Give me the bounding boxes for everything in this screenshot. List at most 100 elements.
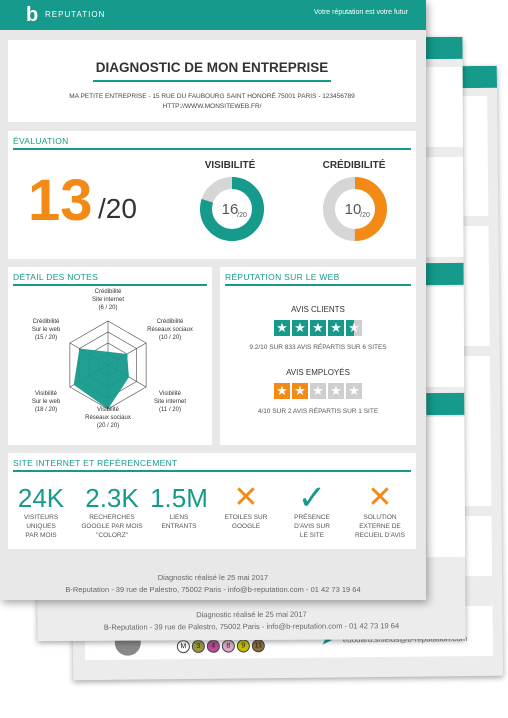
metro-line-badge: 8 [221, 639, 235, 653]
metro-line-badge: M [176, 640, 190, 654]
check-label: LE SITE [299, 532, 325, 539]
employee-rating-score: 4/10 [257, 408, 271, 415]
section-divider [13, 470, 411, 472]
radar-axis-label: Réseaux sociaux [147, 327, 193, 333]
slogan: Votre réputation est votre futur [313, 9, 408, 16]
credibility-max: /20 [360, 212, 370, 219]
section-title-notes: DÉTAIL DES NOTES [13, 272, 99, 282]
client-rating-summary: 9.2/10 SUR 833 AVIS RÉPARTIS SUR 6 SITES [220, 344, 416, 351]
client-rating-detail: SUR 833 AVIS RÉPARTIS SUR 6 SITES [269, 344, 387, 351]
page-2-footer-address: B-Reputation - 39 rue de Palestro, 75002… [103, 621, 400, 632]
radar-axis-label: (11 / 20) [159, 407, 181, 413]
kpi-label: ENTRANTS [161, 523, 197, 530]
check-google-stars: ✕ ETOILES SUR GOOGLE [214, 483, 278, 531]
kpi-label: LIENS [169, 514, 189, 521]
kpi-value: 1.5M [150, 483, 208, 513]
notes-card: DÉTAIL DES NOTES Crédibilité Site interne… [8, 267, 212, 445]
radar-axis-label: Crédibilité [33, 319, 60, 325]
visibility-value: 16 [222, 201, 239, 218]
client-reviews-title: AVIS CLIENTS [291, 305, 345, 314]
check-label: ETOILES SUR [224, 514, 268, 521]
star-icon: ★ [328, 320, 344, 336]
employee-reviews-title: AVIS EMPLOYÉS [286, 368, 350, 377]
seo-card: SITE INTERNET ET RÉFÉRENCEMENT 24K VISIT… [8, 453, 416, 549]
radar-chart: Crédibilité Site internet (6 / 20) Crédibil… [32, 289, 193, 429]
company-card: DIAGNOSTIC DE MON ENTREPRISE MA PETITE E… [8, 40, 416, 122]
check-label: RECUEIL D'AVIS [354, 532, 405, 539]
radar-axis-label: (10 / 20) [159, 335, 181, 341]
visibility-donut-arc [200, 177, 264, 241]
credibility-donut: 10 /20 [323, 177, 387, 241]
kpi-value: 2.3K [85, 483, 139, 513]
section-title-evaluation: ÉVALUATION [13, 136, 69, 146]
global-score-total: /20 [98, 193, 137, 224]
employee-rating-summary: 4/10 SUR 2 AVIS RÉPARTIS SUR 1 SITE [220, 408, 416, 415]
page-title: DIAGNOSTIC DE MON ENTREPRISE [95, 60, 329, 75]
check-label: GOOGLE [231, 523, 261, 530]
section-divider [225, 284, 411, 286]
radar-axis-label: Crédibilité [157, 319, 184, 325]
kpi-value: 24K [17, 483, 65, 513]
kpi-label: RECHERCHES [89, 514, 135, 521]
radar-area [73, 348, 129, 409]
star-icon: ★ [310, 320, 326, 336]
star-icon: ★ [292, 383, 308, 399]
brand-name: REPUTATION [45, 10, 106, 19]
page-2-card [425, 286, 465, 388]
report-page: b REPUTATION Votre réputation est votre … [0, 0, 426, 600]
radar-axis-label: (18 / 20) [35, 407, 57, 413]
section-title-seo: SITE INTERNET ET RÉFÉRENCEMENT [13, 458, 178, 468]
radar-axis-label: Réseaux sociaux [85, 415, 131, 421]
check-icon: ✓ [297, 479, 327, 517]
cross-icon: ✕ [367, 481, 393, 514]
page-2-card [426, 416, 466, 558]
radar-axis-label: Visibilité [97, 407, 120, 413]
star-icon: ★ [346, 320, 362, 336]
kpi-label: "COLORZ" [96, 532, 128, 539]
kpi-visitors: 24K VISITEURS UNIQUES PAR MOIS [10, 483, 72, 540]
client-rating-stars: ★ ★ ★ ★ ★ [220, 319, 416, 337]
header-bar: b REPUTATION Votre réputation est votre … [0, 0, 426, 30]
visibility-max: /20 [237, 212, 247, 219]
section-title-reputation: RÉPUTATION SUR LE WEB [225, 272, 340, 282]
check-site-reviews: ✓ PRÉSENCE D'AVIS SUR LE SITE [280, 479, 344, 540]
page-2-card-header [425, 262, 464, 286]
radar-axis-label: (6 / 20) [98, 305, 117, 311]
global-score: 13 [28, 168, 93, 233]
employee-rating-detail: SUR 2 AVIS RÉPARTIS SUR 1 SITE [272, 408, 379, 415]
radar-axis-label: Visibilité [159, 391, 182, 397]
star-icon: ★ [346, 383, 362, 399]
cross-icon: ✕ [233, 481, 259, 514]
radar-axis-label: Visibilité [35, 391, 58, 397]
radar-axis-label: (15 / 20) [35, 335, 57, 341]
visibility-label: VISIBILITÉ [204, 160, 256, 171]
company-website[interactable]: HTTP://WWW.MONSITEWEB.FR/ [162, 103, 262, 110]
credibility-value: 10 [345, 201, 362, 218]
radar-axis-label: Sur le web [32, 399, 61, 405]
check-external-solution: ✕ SOLUTION EXTERNE DE RECUEIL D'AVIS [346, 483, 414, 540]
radar-axis-label: Site internet [154, 399, 186, 405]
radar-axis-label: Site internet [92, 297, 124, 303]
evaluation-card: ÉVALUATION 13 /20 VISIBILITÉ 16 /20 CRÉD… [8, 131, 416, 259]
credibility-label: CRÉDIBILITÉ [322, 160, 386, 171]
metro-line-badge: 11 [251, 639, 265, 653]
metro-line-badge: 9 [236, 639, 250, 653]
radar-axis-label: Crédibilité [95, 289, 122, 295]
credibility-donut-arc [323, 177, 387, 241]
web-reputation-card: RÉPUTATION SUR LE WEB AVIS CLIENTS ★ ★ ★ ★ ★… [220, 267, 416, 445]
star-icon: ★ [292, 320, 308, 336]
visibility-donut: 16 /20 [200, 177, 264, 241]
kpi-label: PAR MOIS [25, 532, 57, 539]
client-rating-score: 9.2/10 [249, 344, 268, 351]
section-divider [13, 148, 411, 150]
kpi-label: GOOGLE PAR MOIS [81, 523, 143, 530]
radar-axis-label: Sur le web [32, 327, 61, 333]
page-2-card-header [426, 392, 465, 416]
company-address: MA PETITE ENTREPRISE - 15 RUE DU FAUBOUR… [69, 93, 355, 100]
check-label: D'AVIS SUR [294, 523, 330, 530]
page-2-card [425, 156, 464, 258]
footer-date: Diagnostic réalisé le 25 mai 2017 [157, 573, 269, 582]
star-icon: ★ [328, 383, 344, 399]
star-icon: ★ [274, 383, 290, 399]
check-label: PRÉSENCE [294, 514, 330, 521]
